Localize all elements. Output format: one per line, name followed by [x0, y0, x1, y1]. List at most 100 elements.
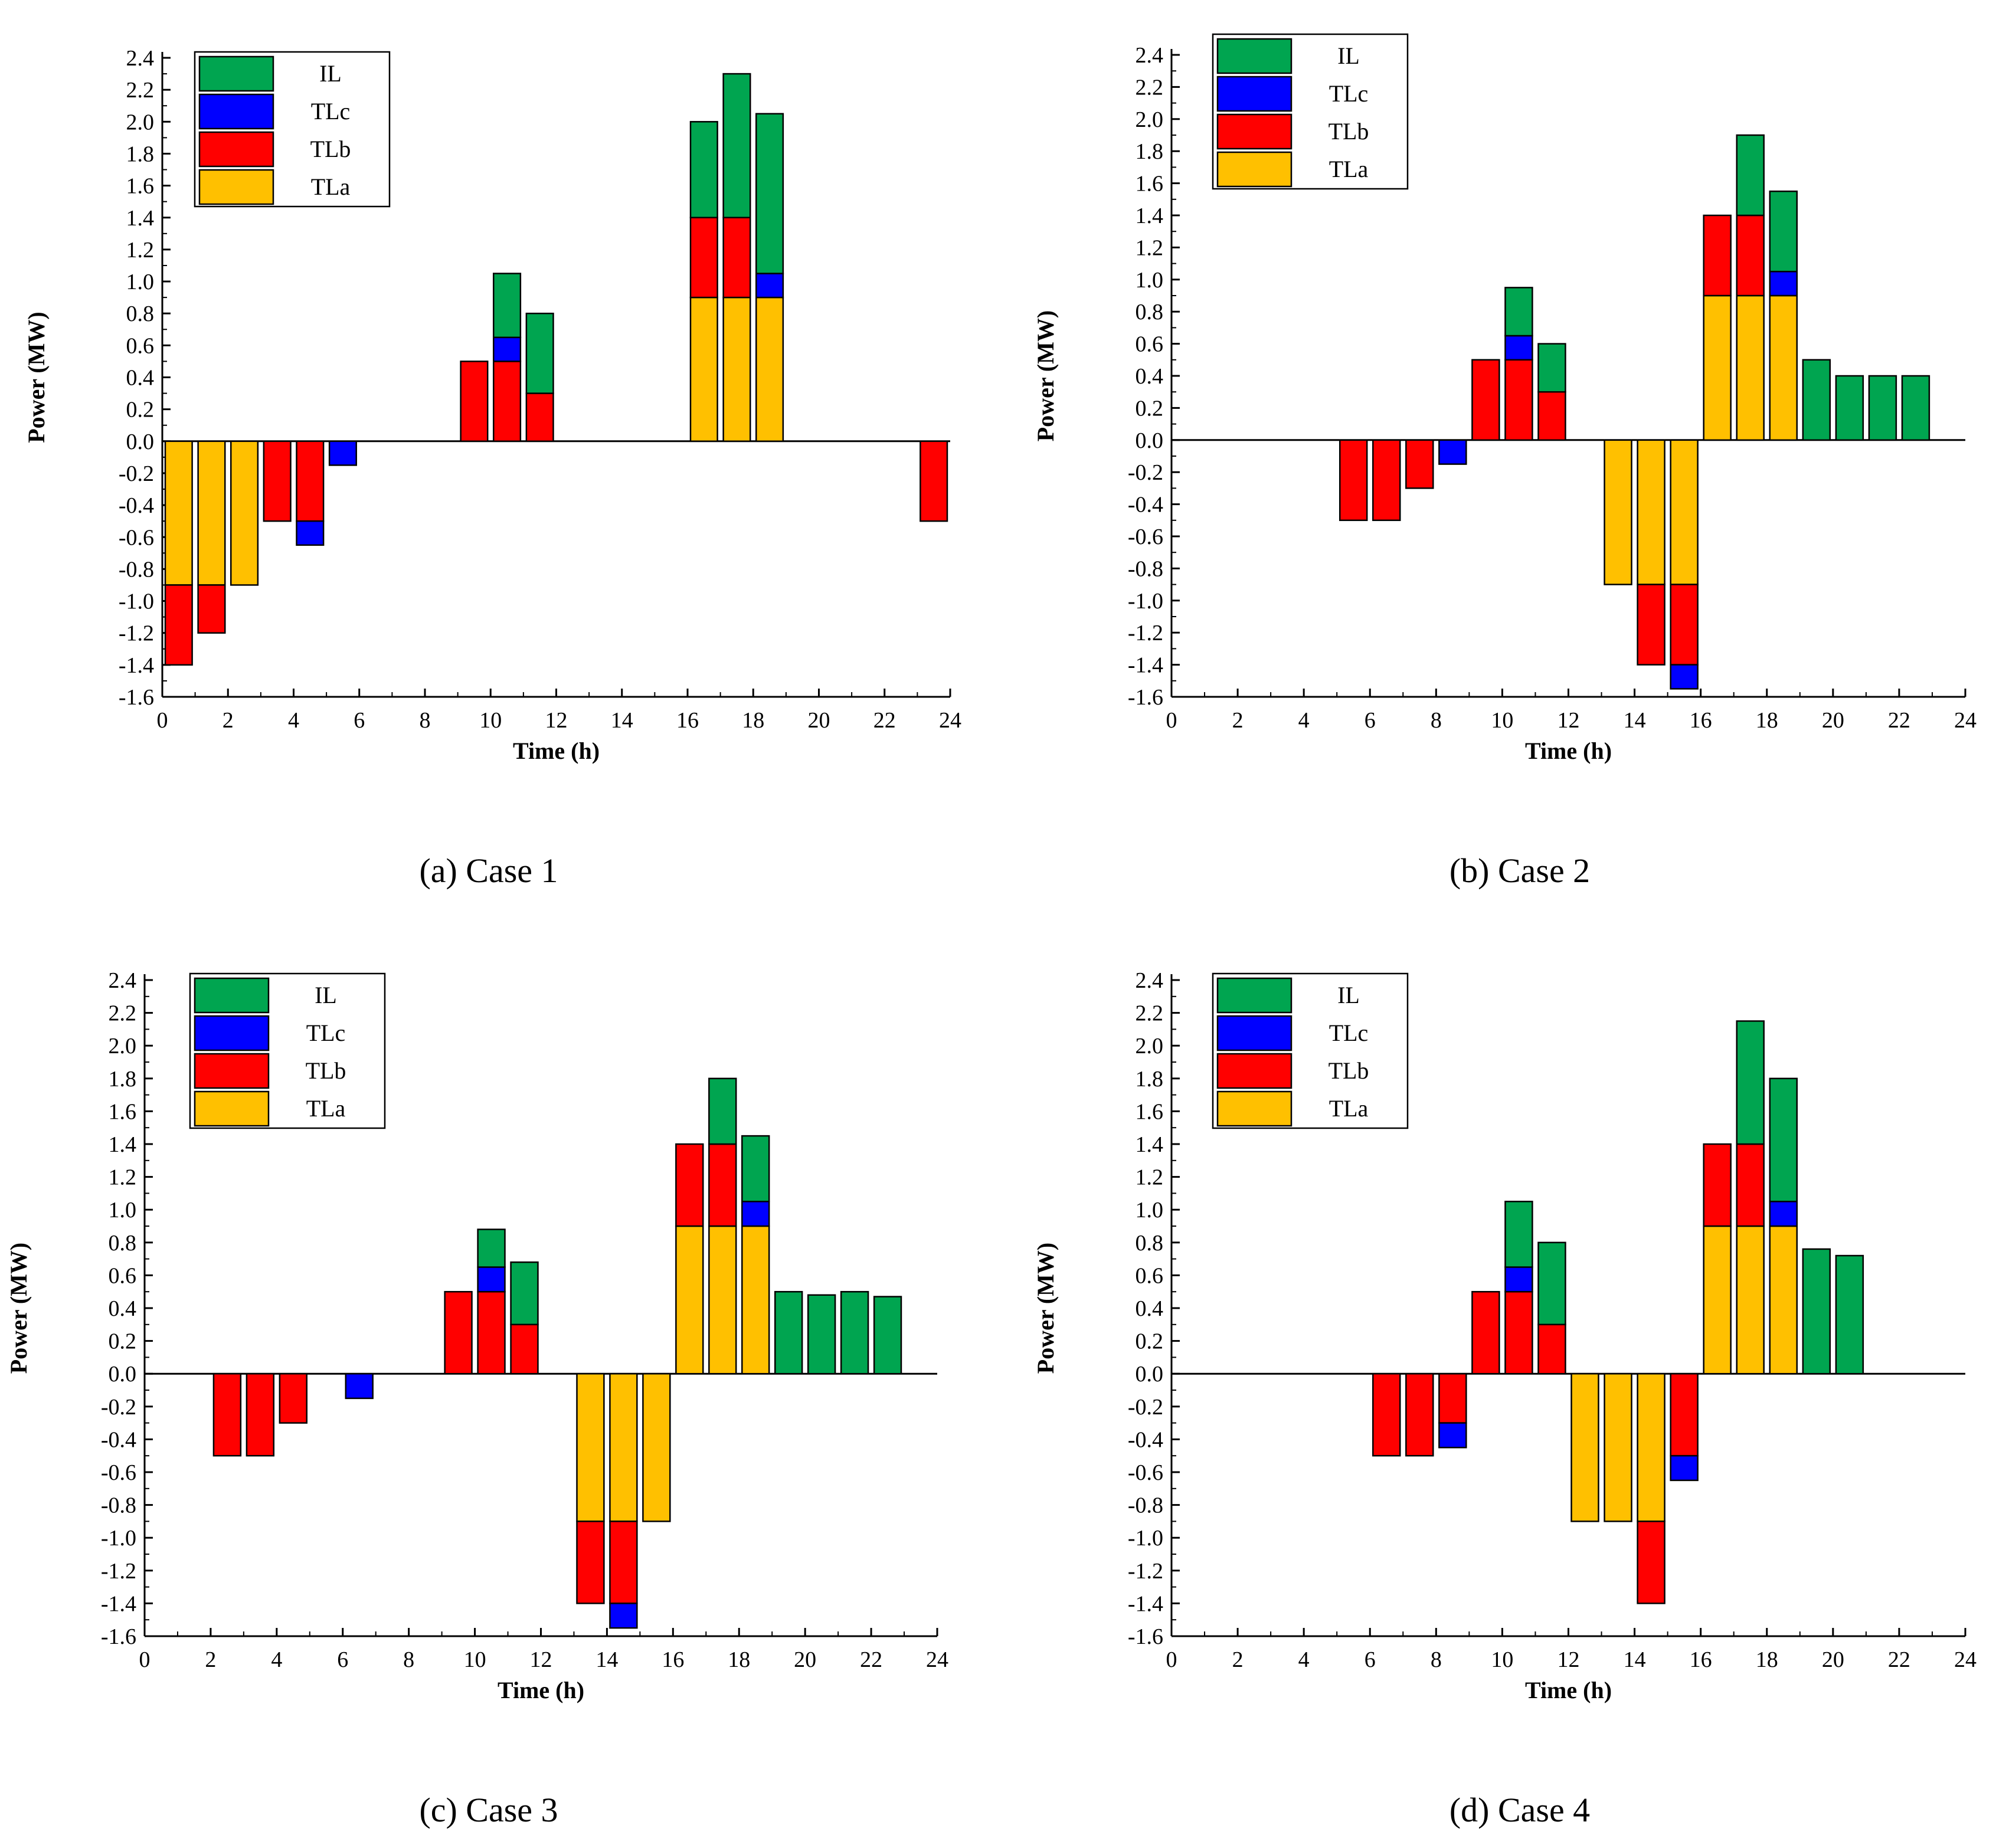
y-tick-label: 1.0 [109, 1198, 137, 1223]
bar-TLa-h16 [642, 1372, 671, 1522]
bar-TLb-h9 [1438, 1372, 1467, 1424]
y-axis-title: Power (MW) [1032, 1243, 1059, 1374]
bar-TLb-h8 [1405, 439, 1434, 489]
bar-TLb-h18 [1736, 1143, 1765, 1227]
legend-label-TLa: TLa [1329, 156, 1369, 182]
y-tick-label: -0.4 [1128, 493, 1163, 517]
y-tick-label: -0.2 [101, 1395, 136, 1420]
bar-IL-h18 [1736, 1020, 1765, 1145]
legend-label-TLb: TLb [310, 136, 351, 162]
bar-IL-h19 [1769, 1077, 1798, 1202]
bar-TLb-h10 [460, 361, 489, 443]
y-tick-label: 2.2 [109, 1001, 137, 1026]
bar-TLb-h5 [296, 440, 325, 522]
bar-TLb-h4 [263, 440, 292, 522]
legend-swatch-TLc [1216, 76, 1293, 112]
bar-TLc-h11 [477, 1266, 506, 1293]
bar-TLa-h17 [675, 1225, 704, 1375]
bar-TLa-h19 [755, 296, 784, 443]
x-tick-label: 22 [873, 708, 896, 733]
bar-TLc-h19 [741, 1201, 770, 1227]
bar-IL-h20 [774, 1290, 803, 1375]
bar-TLb-h16 [1670, 584, 1699, 666]
y-tick-label: -1.2 [1128, 621, 1163, 646]
y-tick-label: 2.2 [1136, 1001, 1164, 1026]
y-tick-label: 0.0 [1136, 1362, 1164, 1387]
x-tick-label: 10 [1491, 1647, 1513, 1672]
bar-IL-h12 [1537, 343, 1566, 393]
y-tick-label: 0.2 [126, 398, 155, 422]
legend-label-TLa: TLa [311, 173, 351, 200]
bar-TLb-h18 [722, 217, 751, 299]
legend-swatch-IL [194, 977, 270, 1014]
x-tick-label: 12 [530, 1647, 552, 1672]
bar-TLb-h15 [609, 1521, 638, 1604]
x-tick-label: 4 [288, 708, 299, 733]
bar-TLb-h18 [708, 1143, 737, 1227]
bar-IL-h23 [1901, 375, 1930, 441]
x-tick-label: 2 [1232, 708, 1244, 733]
y-tick-label: 1.4 [126, 206, 155, 231]
y-tick-label: -1.0 [1128, 1526, 1163, 1551]
bar-IL-h11 [493, 273, 522, 339]
x-tick-label: 8 [1431, 1647, 1442, 1672]
bar-TLc-h7 [345, 1372, 374, 1400]
y-tick-label: 0.4 [109, 1296, 137, 1321]
x-tick-label: 2 [205, 1647, 216, 1672]
y-tick-label: 1.2 [109, 1165, 137, 1190]
y-tick-label: -0.4 [101, 1427, 136, 1452]
legend-swatch-TLa [194, 1090, 270, 1127]
y-tick-label: 1.6 [1136, 1099, 1164, 1124]
bar-TLa-h18 [722, 296, 751, 443]
y-tick-label: -0.2 [119, 461, 154, 486]
x-tick-label: 22 [860, 1647, 882, 1672]
y-tick-label: -0.4 [1128, 1427, 1163, 1452]
bar-TLb-h7 [1372, 439, 1401, 522]
bar-TLb-h24 [920, 440, 948, 522]
y-tick-label: 0.6 [126, 333, 155, 358]
bar-TLc-h19 [1769, 270, 1798, 297]
bar-TLb-h4 [246, 1372, 275, 1457]
x-tick-label: 16 [1690, 708, 1712, 733]
bar-TLb-h17 [675, 1143, 704, 1227]
bar-TLa-h14 [1604, 1372, 1632, 1522]
bar-TLa-h14 [1604, 439, 1632, 585]
x-axis-title: Time (h) [498, 1677, 584, 1703]
legend: IL TLc TLb TLa [189, 972, 386, 1129]
bar-TLc-h19 [755, 273, 784, 299]
y-tick-label: 2.0 [126, 110, 155, 135]
y-tick-label: 0.6 [1136, 332, 1164, 357]
y-tick-label: 1.0 [1136, 268, 1164, 293]
x-tick-label: 6 [337, 1647, 348, 1672]
y-tick-label: 1.2 [126, 238, 155, 263]
y-tick-label: 0.2 [1136, 1329, 1164, 1354]
y-tick-label: -0.6 [101, 1460, 136, 1485]
y-tick-label: 0.6 [1136, 1263, 1164, 1288]
panel-case-1: 2.4 2.2 2.0 1.8 1.6 1.4 1.2 1.0 0.8 0.6 0.4 0.2 0.0 -… [23, 46, 961, 890]
legend-label-TLc: TLc [1329, 80, 1369, 107]
bar-TLb-h3 [212, 1372, 242, 1457]
x-tick-label: 20 [1822, 1647, 1844, 1672]
bar-TLb-h15 [1637, 584, 1665, 666]
bar-TLc-h5 [296, 520, 325, 546]
y-tick-label: 2.4 [1136, 43, 1164, 68]
bar-TLb-h11 [493, 361, 522, 443]
x-tick-label: 0 [139, 1647, 150, 1672]
bar-TLc-h16 [1670, 1454, 1699, 1482]
bar-TLc-h16 [1670, 664, 1699, 690]
y-tick-label: -1.0 [119, 589, 154, 614]
x-tick-label: 14 [611, 708, 633, 733]
legend: IL TLc TLb TLa [194, 51, 391, 208]
x-tick-label: 24 [1954, 708, 1977, 733]
legend: IL TLc TLb TLa [1212, 33, 1409, 190]
bar-IL-h23 [873, 1296, 902, 1375]
x-tick-label: 20 [794, 1647, 816, 1672]
bar-TLc-h11 [1504, 335, 1533, 361]
bar-TLa-h17 [1703, 1225, 1732, 1375]
bar-TLa-h19 [1769, 294, 1798, 441]
y-tick-label: 1.0 [1136, 1198, 1164, 1223]
bar-IL-h19 [755, 113, 784, 274]
bar-IL-h11 [1504, 1201, 1533, 1268]
legend: IL TLc TLb TLa [1212, 972, 1409, 1129]
y-tick-label: 2.0 [109, 1034, 137, 1059]
